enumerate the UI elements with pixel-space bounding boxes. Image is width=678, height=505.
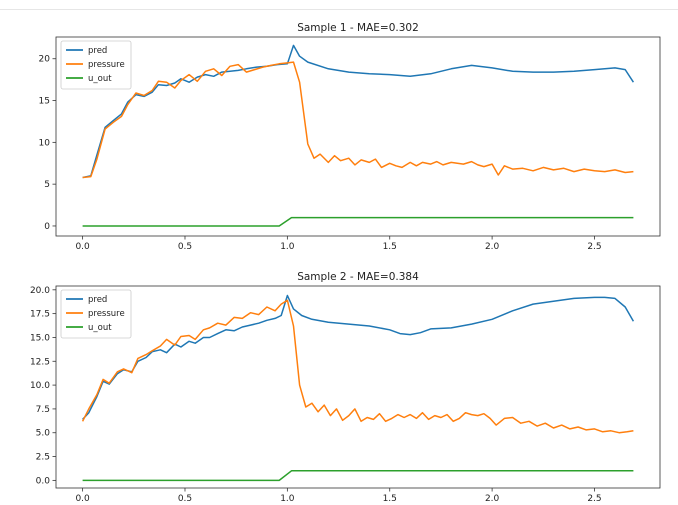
legend: pred pressure u_out bbox=[60, 40, 132, 90]
x-tick-label: 2.5 bbox=[587, 242, 601, 252]
legend-label-pred: pred bbox=[88, 46, 107, 56]
x-tick-label: 1.5 bbox=[383, 242, 397, 252]
x-tick-label: 2.5 bbox=[587, 494, 601, 504]
legend-label-pred: pred bbox=[88, 295, 107, 305]
series-line-pressure bbox=[82, 61, 634, 179]
chart-panel-1: Sample 1 - MAE=0.302 0.0 0.5 1.0 1.5 2.0 2.5 0 5… bbox=[39, 22, 661, 252]
x-tick-label: 2.0 bbox=[485, 494, 500, 504]
series-line-u-out bbox=[82, 470, 634, 482]
legend-box bbox=[60, 40, 132, 90]
y-tick-label: 0.0 bbox=[36, 476, 51, 486]
plot-frame bbox=[55, 285, 661, 489]
series-line-pressure bbox=[81, 299, 634, 434]
x-tick-label: 0.0 bbox=[75, 242, 90, 252]
y-tick-label: 15 bbox=[39, 97, 50, 107]
y-tick-label: 17.5 bbox=[30, 310, 50, 320]
y-tick-label: 2.5 bbox=[36, 453, 50, 463]
legend-label-u-out: u_out bbox=[88, 323, 112, 333]
y-tick-label: 0 bbox=[44, 222, 50, 232]
y-tick-label: 20.0 bbox=[30, 286, 50, 296]
y-tick-label: 10.0 bbox=[30, 381, 50, 391]
chart-title: Sample 1 - MAE=0.302 bbox=[297, 22, 419, 34]
y-tick-label: 12.5 bbox=[30, 357, 50, 367]
series-line-pred bbox=[82, 294, 635, 420]
legend-label-u-out: u_out bbox=[88, 74, 112, 84]
x-tick-label: 1.0 bbox=[280, 242, 295, 252]
chart-title: Sample 2 - MAE=0.384 bbox=[297, 271, 419, 283]
legend-label-pressure: pressure bbox=[88, 309, 125, 319]
legend: pred pressure u_out bbox=[60, 289, 132, 339]
legend-box bbox=[60, 289, 132, 339]
x-tick-label: 0.5 bbox=[178, 242, 192, 252]
y-tick-label: 5.0 bbox=[36, 429, 51, 439]
top-divider bbox=[0, 9, 678, 10]
x-tick-label: 0.0 bbox=[75, 494, 90, 504]
y-tick-label: 15.0 bbox=[30, 333, 50, 343]
series-line-pred bbox=[82, 44, 635, 179]
y-tick-label: 7.5 bbox=[36, 405, 50, 415]
chart-panel-2: Sample 2 - MAE=0.384 0.0 0.5 1.0 1.5 2.0 2.5 0.… bbox=[30, 271, 661, 504]
series-line-u-out bbox=[82, 216, 634, 227]
x-tick-label: 1.0 bbox=[280, 494, 295, 504]
x-tick-label: 2.0 bbox=[485, 242, 500, 252]
y-tick-label: 10 bbox=[39, 138, 51, 148]
plot-frame bbox=[55, 36, 661, 237]
x-tick-label: 1.5 bbox=[383, 494, 397, 504]
y-tick-label: 20 bbox=[39, 55, 51, 65]
x-tick-label: 0.5 bbox=[178, 494, 192, 504]
legend-label-pressure: pressure bbox=[88, 60, 125, 70]
y-tick-label: 5 bbox=[44, 180, 50, 190]
